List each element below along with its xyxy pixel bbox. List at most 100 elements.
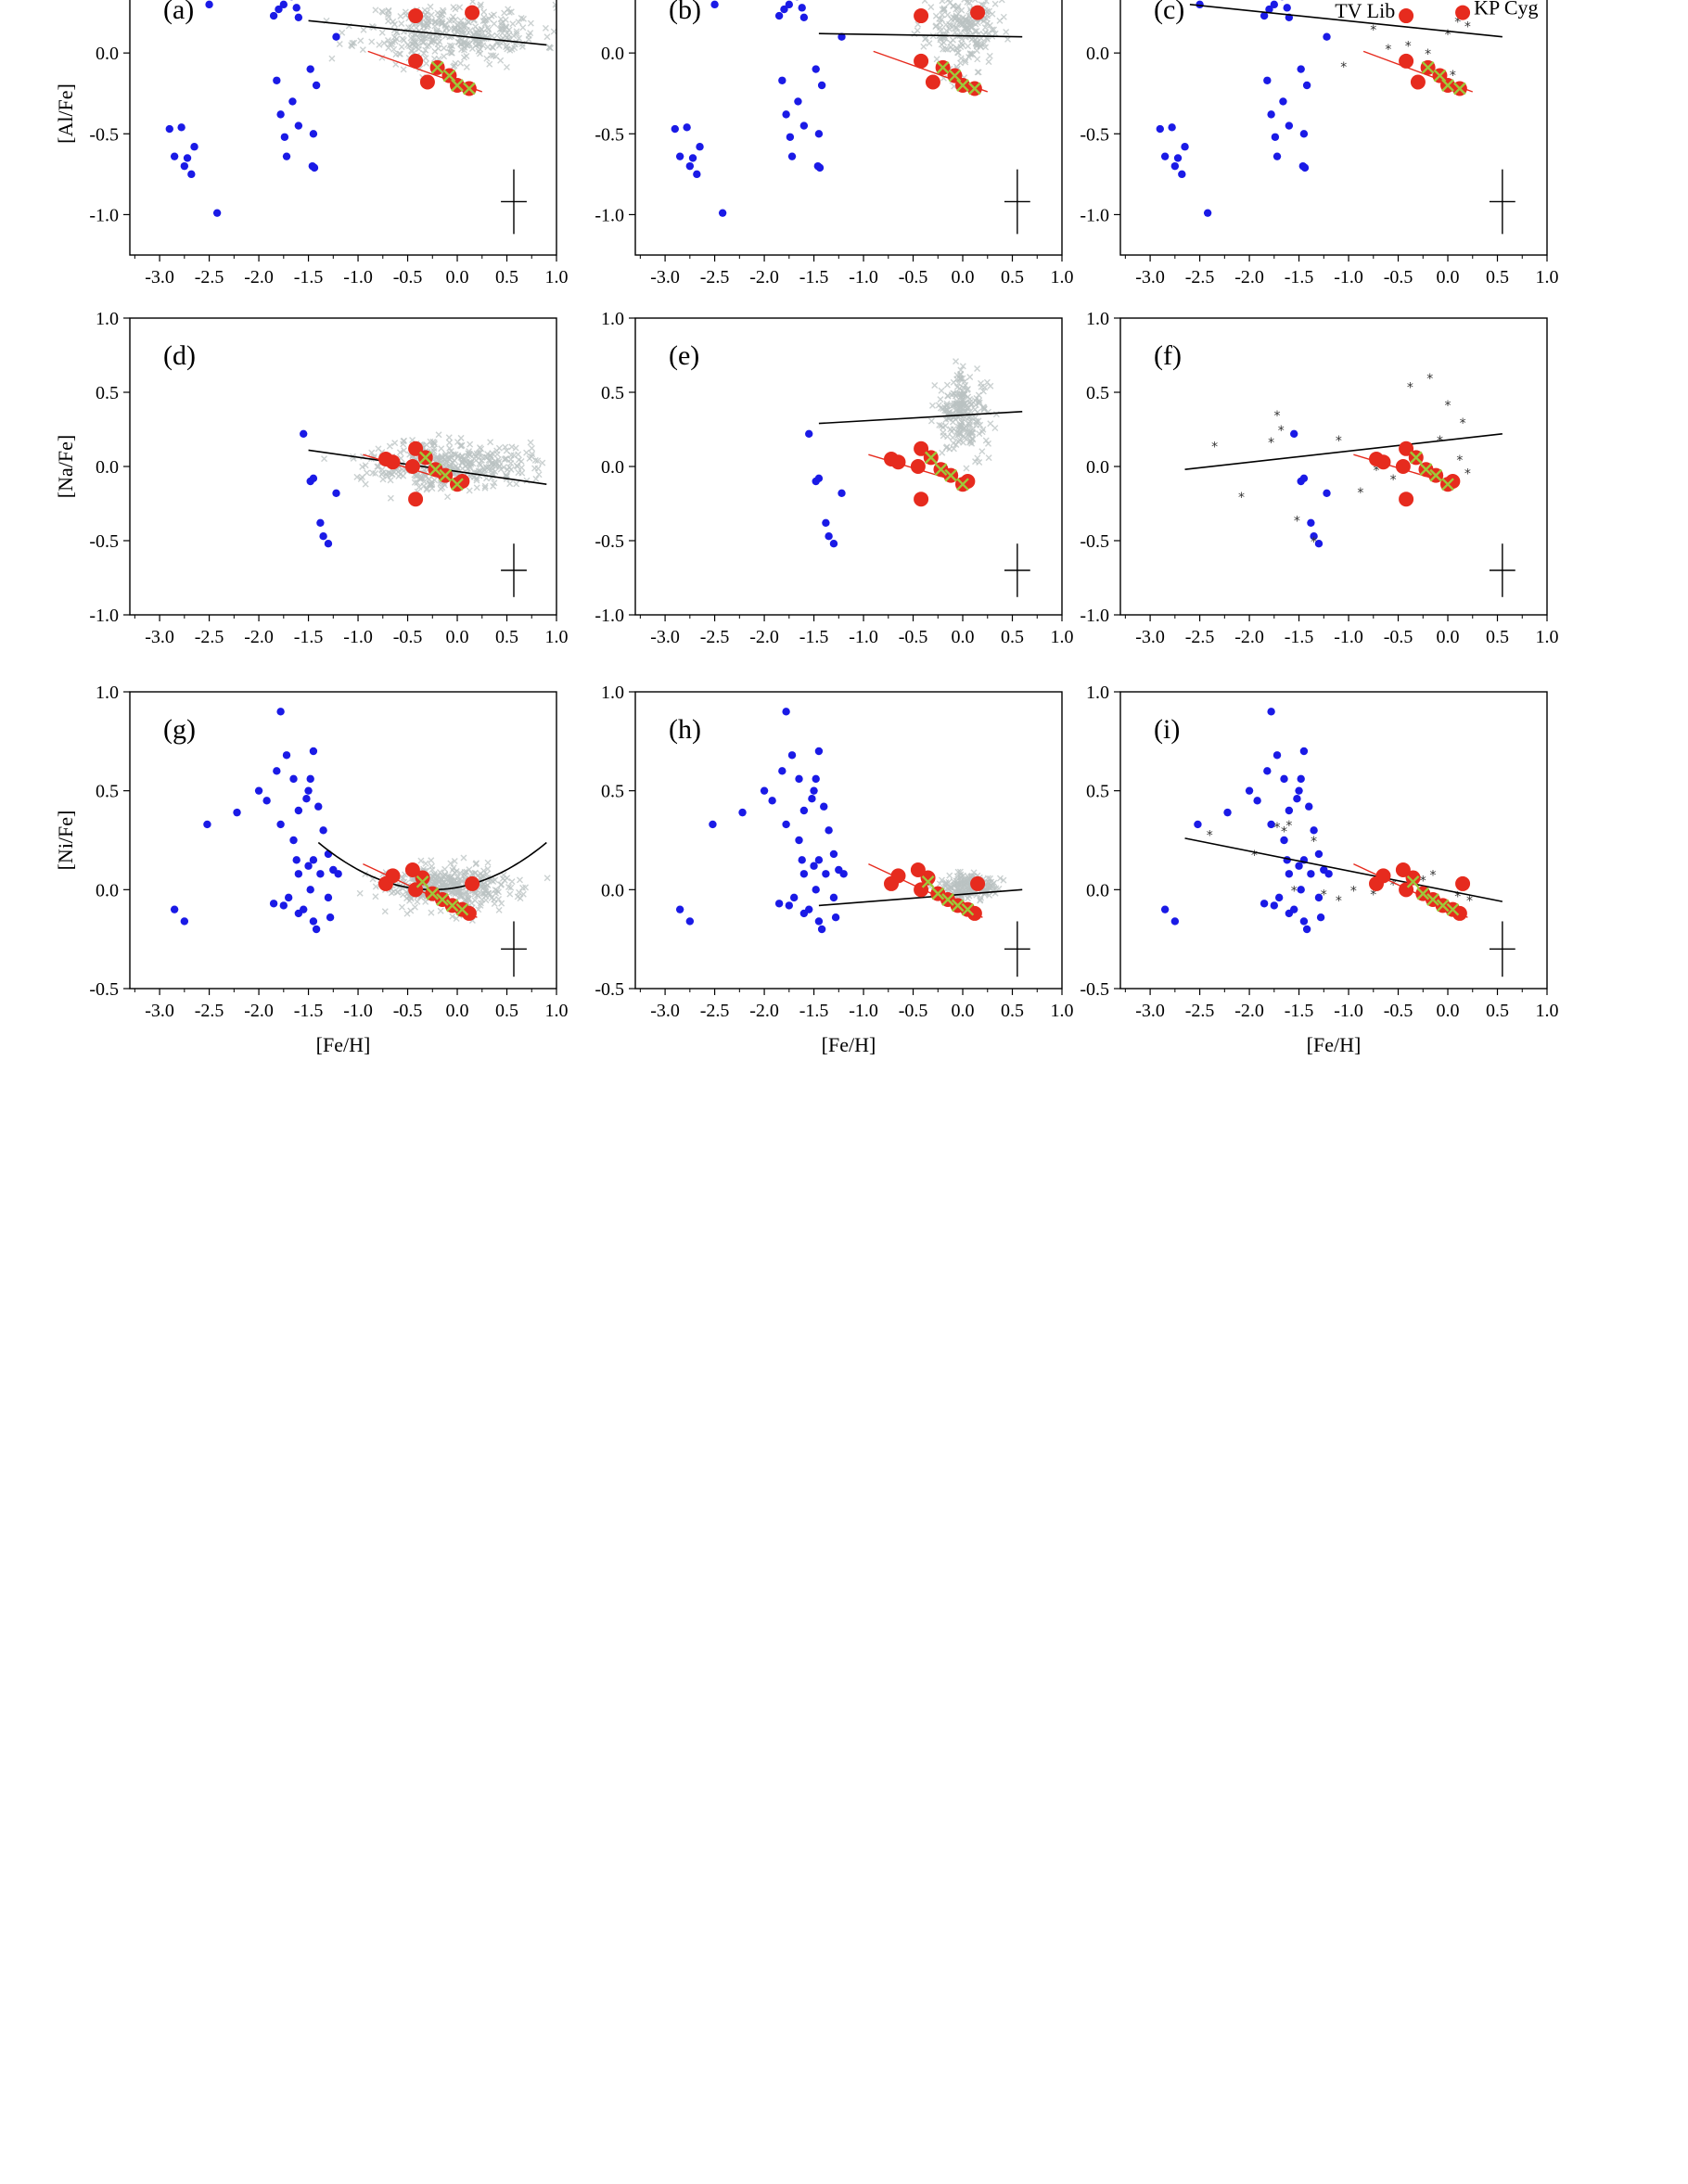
halo-star-point xyxy=(688,154,697,162)
halo-star-point xyxy=(1297,774,1305,784)
cloud-point xyxy=(959,363,966,370)
halo-star-point xyxy=(1270,901,1279,910)
program-star-marker xyxy=(921,875,935,888)
y-tick-label: -0.5 xyxy=(595,531,624,552)
cloud-point xyxy=(515,451,522,458)
cloud-point xyxy=(492,886,499,893)
program-star-marker xyxy=(934,463,948,477)
fit-line xyxy=(308,19,547,46)
cloud-point xyxy=(402,8,409,16)
program-star-marker xyxy=(968,82,981,96)
halo-star-point xyxy=(262,797,271,805)
cloud-point xyxy=(982,0,990,5)
cloud-point xyxy=(422,11,429,19)
cloud-point xyxy=(986,52,993,59)
cloud-point xyxy=(501,456,508,464)
halo-star-point xyxy=(685,161,695,171)
halo-star-point xyxy=(1307,870,1315,878)
field-star-point: * xyxy=(1211,441,1218,455)
program-star-point xyxy=(465,875,480,891)
cloud-point xyxy=(958,40,965,47)
x-tick-label: -2.5 xyxy=(700,1001,730,1021)
y-tick-label: 0.0 xyxy=(1086,44,1109,64)
cloud-point xyxy=(937,404,944,412)
cloud-point xyxy=(486,60,493,68)
cloud-point xyxy=(975,69,982,76)
halo-star-point xyxy=(276,820,285,829)
x-tick-label: 0.0 xyxy=(952,267,975,287)
cloud-point xyxy=(542,24,549,32)
cloud-point xyxy=(513,30,520,37)
cloud-point xyxy=(457,59,465,67)
cloud-point xyxy=(539,459,546,466)
halo-star-point xyxy=(817,925,826,934)
halo-star-point xyxy=(183,154,192,162)
cloud-point xyxy=(965,0,973,3)
program-star-point xyxy=(408,441,424,456)
cloud-point xyxy=(944,0,952,4)
x-tick-label: 1.0 xyxy=(1051,267,1074,287)
halo-star-point xyxy=(1265,5,1273,14)
cloud-point xyxy=(978,379,984,387)
plot-area xyxy=(300,429,547,597)
cloud-point xyxy=(543,33,551,41)
cloud-point xyxy=(417,857,425,864)
cloud-point xyxy=(398,20,405,28)
cloud-point xyxy=(483,55,491,62)
cloud-point xyxy=(451,876,458,884)
program-star-marker xyxy=(428,463,442,477)
plot-area xyxy=(805,358,1030,597)
cloud-point xyxy=(943,27,951,34)
cloud-point xyxy=(446,48,454,56)
cloud-point xyxy=(484,865,492,873)
halo-star-point xyxy=(1285,806,1294,815)
cloud-point xyxy=(954,888,962,895)
y-tick-label: -0.5 xyxy=(89,531,119,552)
halo-star-point xyxy=(1267,110,1275,119)
cloud-point xyxy=(946,872,953,879)
plot-area: ******************* xyxy=(1184,372,1515,597)
cloud-point xyxy=(516,876,523,884)
panel-frame xyxy=(129,691,557,990)
cloud-point xyxy=(519,24,527,32)
halo-star-point xyxy=(1316,913,1325,922)
x-tick-label: 0.0 xyxy=(1437,267,1460,287)
cloud-point xyxy=(449,913,456,920)
halo-star-point xyxy=(276,110,285,119)
halo-star-point xyxy=(1300,163,1310,172)
cloud-point xyxy=(437,907,444,914)
cloud-point xyxy=(441,45,448,52)
cloud-point xyxy=(961,434,968,441)
halo-star-point xyxy=(825,826,833,835)
cloud-point xyxy=(449,459,456,466)
cloud-point xyxy=(375,463,382,470)
cloud-point xyxy=(400,441,407,448)
cloud-point xyxy=(478,468,485,476)
cloud-point xyxy=(438,10,445,18)
field-star-point: * xyxy=(1420,875,1426,889)
halo-star-point xyxy=(1160,905,1170,913)
cloud-point xyxy=(947,39,954,46)
program-star-point xyxy=(1405,870,1421,886)
cloud-point xyxy=(966,399,974,406)
x-tick-label: -0.5 xyxy=(899,627,928,647)
field-star-point: * xyxy=(1238,491,1245,505)
cloud-point xyxy=(489,472,496,479)
x-tick-label: 0.0 xyxy=(446,1001,469,1021)
field-star-point: * xyxy=(1405,0,1412,6)
cloud-point xyxy=(943,400,951,407)
panel-frame xyxy=(634,691,1063,990)
x-tick-label: 1.0 xyxy=(545,267,569,287)
halo-star-point xyxy=(319,826,327,835)
halo-star-point xyxy=(789,893,799,902)
field-star-point: * xyxy=(1311,535,1317,550)
halo-star-point xyxy=(782,820,790,829)
y-tick-label: -0.5 xyxy=(595,979,624,1000)
cloud-point xyxy=(459,455,467,463)
halo-star-point xyxy=(1299,474,1309,482)
halo-star-point xyxy=(294,870,303,878)
cloud-point xyxy=(495,896,503,902)
cloud-point xyxy=(398,44,405,51)
y-tick-label: 0.5 xyxy=(1086,782,1109,802)
y-tick-label: 1.0 xyxy=(1086,309,1109,329)
